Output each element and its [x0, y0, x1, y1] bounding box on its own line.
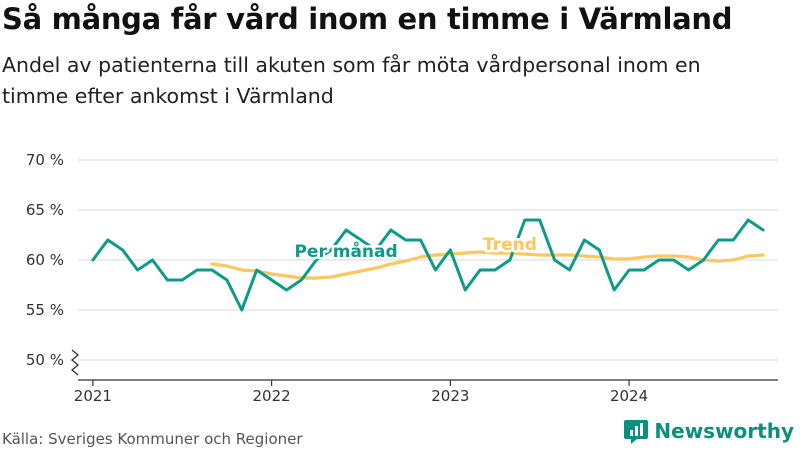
- y-axis-break: [70, 349, 80, 376]
- y-tick-label: 50 %: [26, 351, 64, 369]
- series-label-halo: Trend: [483, 235, 537, 255]
- brand-logo[interactable]: Newsworthy: [624, 418, 794, 444]
- x-tick-label: 2023: [431, 387, 469, 405]
- series-label-halo: Per månad: [294, 240, 397, 262]
- x-tick-label: 2021: [74, 387, 112, 405]
- chart-title: Så många får vård inom en timme i Värmla…: [2, 2, 733, 36]
- axes: 70 % 65 % 60 % 55 % 50 % 2021 2022 2023 2024: [26, 151, 778, 405]
- y-tick-label: 60 %: [26, 251, 64, 269]
- source-note: Källa: Sveriges Kommuner och Regioner: [2, 430, 303, 448]
- series-line-per-manad: [91, 218, 765, 312]
- chart-subtitle: Andel av patienterna till akuten som får…: [2, 53, 701, 108]
- series-label: Per månad: [294, 240, 397, 262]
- series-label: Trend: [483, 235, 537, 255]
- series: [91, 218, 765, 312]
- y-tick-label: 65 %: [26, 201, 64, 219]
- x-tick-label: 2024: [610, 387, 648, 405]
- y-tick-label: 55 %: [26, 301, 64, 319]
- x-tick-label: 2022: [253, 387, 291, 405]
- brand-name: Newsworthy: [654, 419, 794, 443]
- newsworthy-logo-icon: [624, 420, 649, 444]
- y-tick-label: 70 %: [26, 151, 64, 169]
